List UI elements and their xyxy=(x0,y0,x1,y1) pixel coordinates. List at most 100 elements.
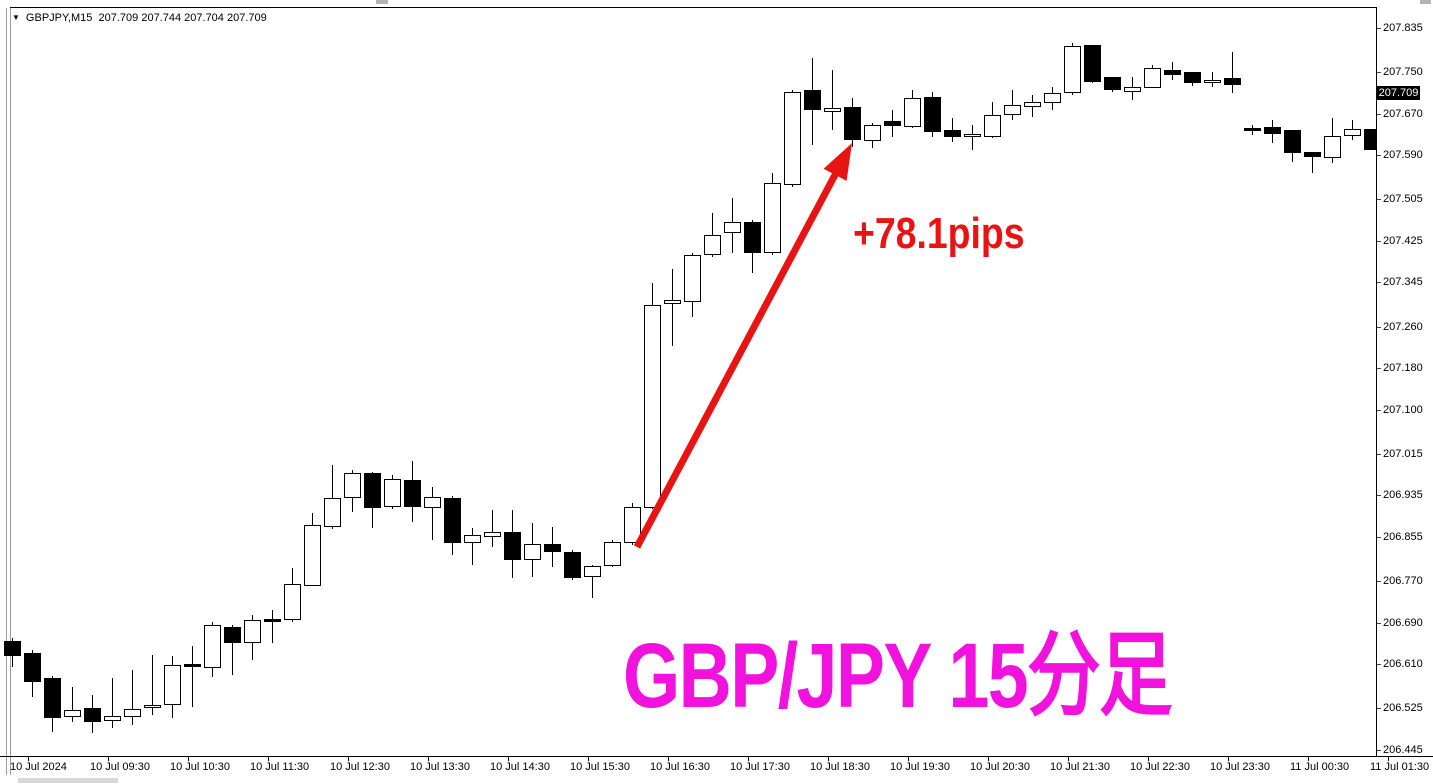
price-tick xyxy=(1377,708,1381,710)
price-tick xyxy=(1377,664,1381,666)
pips-gain-label[interactable]: +78.1pips xyxy=(853,209,1025,258)
candle-wick xyxy=(832,69,833,130)
chart-header: ▼ GBPJPY,M15 207.709 207.744 207.704 207.… xyxy=(12,11,267,25)
candlestick xyxy=(664,300,681,304)
candle-wick xyxy=(472,528,473,565)
candlestick xyxy=(1224,77,1241,85)
price-tick xyxy=(1377,622,1381,624)
candlestick xyxy=(644,304,661,508)
symbol-label: GBPJPY,M15 xyxy=(25,12,93,24)
price-tick xyxy=(1377,453,1381,455)
time-label: 10 Jul 20:30 xyxy=(970,761,1030,773)
candle-wick xyxy=(1012,89,1013,120)
candle-wick xyxy=(332,464,333,530)
candlestick xyxy=(84,707,101,722)
candlestick xyxy=(504,531,521,560)
candlestick xyxy=(344,472,361,498)
candlestick xyxy=(184,663,201,667)
time-tick xyxy=(1308,757,1309,761)
candlestick xyxy=(624,506,641,544)
candle-wick xyxy=(192,645,193,707)
price-label: 207.835 xyxy=(1383,21,1423,34)
time-label: 10 Jul 17:30 xyxy=(730,761,790,773)
ohlc-close: 207.709 xyxy=(226,12,267,24)
candlestick xyxy=(964,133,981,137)
candlestick xyxy=(984,114,1001,137)
candlestick xyxy=(944,129,961,137)
symbol-timeframe-label[interactable]: GBP/JPY 15分足 xyxy=(623,625,1173,727)
candle-wick xyxy=(1212,71,1213,87)
bottom-scrollbar-thumb[interactable] xyxy=(18,778,118,783)
candlestick xyxy=(764,182,781,253)
candlestick xyxy=(364,472,381,508)
time-label: 11 Jul 00:30 xyxy=(1290,761,1350,773)
top-scrollbar-end[interactable] xyxy=(1420,0,1431,4)
time-label: 10 Jul 16:30 xyxy=(650,761,710,773)
time-label: 10 Jul 19:30 xyxy=(890,761,950,773)
time-label: 10 Jul 23:30 xyxy=(1210,761,1270,773)
time-label: 10 Jul 18:30 xyxy=(810,761,870,773)
candlestick xyxy=(684,254,701,302)
candlestick xyxy=(1064,46,1081,93)
time-label: 10 Jul 12:30 xyxy=(330,761,390,773)
candlestick xyxy=(144,704,161,708)
candlestick xyxy=(324,497,341,527)
candlestick xyxy=(864,124,881,142)
price-label: 206.610 xyxy=(1383,658,1423,671)
candlestick xyxy=(1204,79,1221,83)
candlestick xyxy=(524,543,541,560)
candlestick xyxy=(484,531,501,537)
candlestick xyxy=(1344,128,1361,136)
time-label: 10 Jul 11:30 xyxy=(250,761,310,773)
price-label: 206.690 xyxy=(1383,616,1423,629)
candlestick xyxy=(424,496,441,508)
candlestick xyxy=(1244,128,1261,131)
candlestick xyxy=(1284,129,1301,153)
price-label: 207.180 xyxy=(1383,362,1423,374)
price-axis-separator xyxy=(1376,7,1377,756)
candlestick xyxy=(1164,69,1181,75)
candlestick xyxy=(1304,151,1321,157)
price-label: 206.525 xyxy=(1383,702,1423,715)
price-tick xyxy=(1377,326,1381,328)
candlestick xyxy=(104,716,121,721)
price-label: 207.750 xyxy=(1383,65,1423,78)
time-tick xyxy=(188,757,189,761)
price-label: 206.445 xyxy=(1383,743,1423,756)
price-tick xyxy=(1377,749,1381,751)
time-tick xyxy=(1148,757,1149,761)
candlestick xyxy=(304,524,321,586)
candlestick xyxy=(1024,101,1041,107)
price-label: 206.855 xyxy=(1383,530,1423,543)
price-tick xyxy=(1377,495,1381,497)
candlestick xyxy=(224,626,241,643)
candlestick xyxy=(264,618,281,622)
price-label: 207.100 xyxy=(1383,403,1423,416)
candlestick xyxy=(444,497,461,544)
candlestick xyxy=(724,221,741,233)
time-tick xyxy=(508,757,509,761)
candlestick xyxy=(704,234,721,255)
time-label: 10 Jul 22:30 xyxy=(1130,761,1190,773)
candlestick xyxy=(1364,128,1376,150)
top-scrollbar-thumb[interactable] xyxy=(376,0,388,4)
candlestick xyxy=(604,542,621,566)
time-tick xyxy=(588,757,589,761)
candlestick xyxy=(564,551,581,578)
price-tick xyxy=(1377,113,1381,115)
candlestick xyxy=(744,221,761,253)
price-label: 207.345 xyxy=(1383,276,1423,289)
candlestick xyxy=(1264,127,1281,134)
candle-wick xyxy=(1312,151,1313,173)
price-label: 207.425 xyxy=(1383,234,1423,247)
symbol-dropdown-icon[interactable]: ▼ xyxy=(12,13,20,22)
price-label: 206.935 xyxy=(1383,489,1423,502)
candlestick xyxy=(204,624,221,668)
time-tick xyxy=(428,757,429,761)
candlestick xyxy=(44,677,61,718)
candle-wick xyxy=(112,677,113,728)
price-label: 207.015 xyxy=(1383,447,1423,460)
time-tick xyxy=(668,757,669,761)
candle-wick xyxy=(132,669,133,725)
candlestick xyxy=(464,534,481,544)
